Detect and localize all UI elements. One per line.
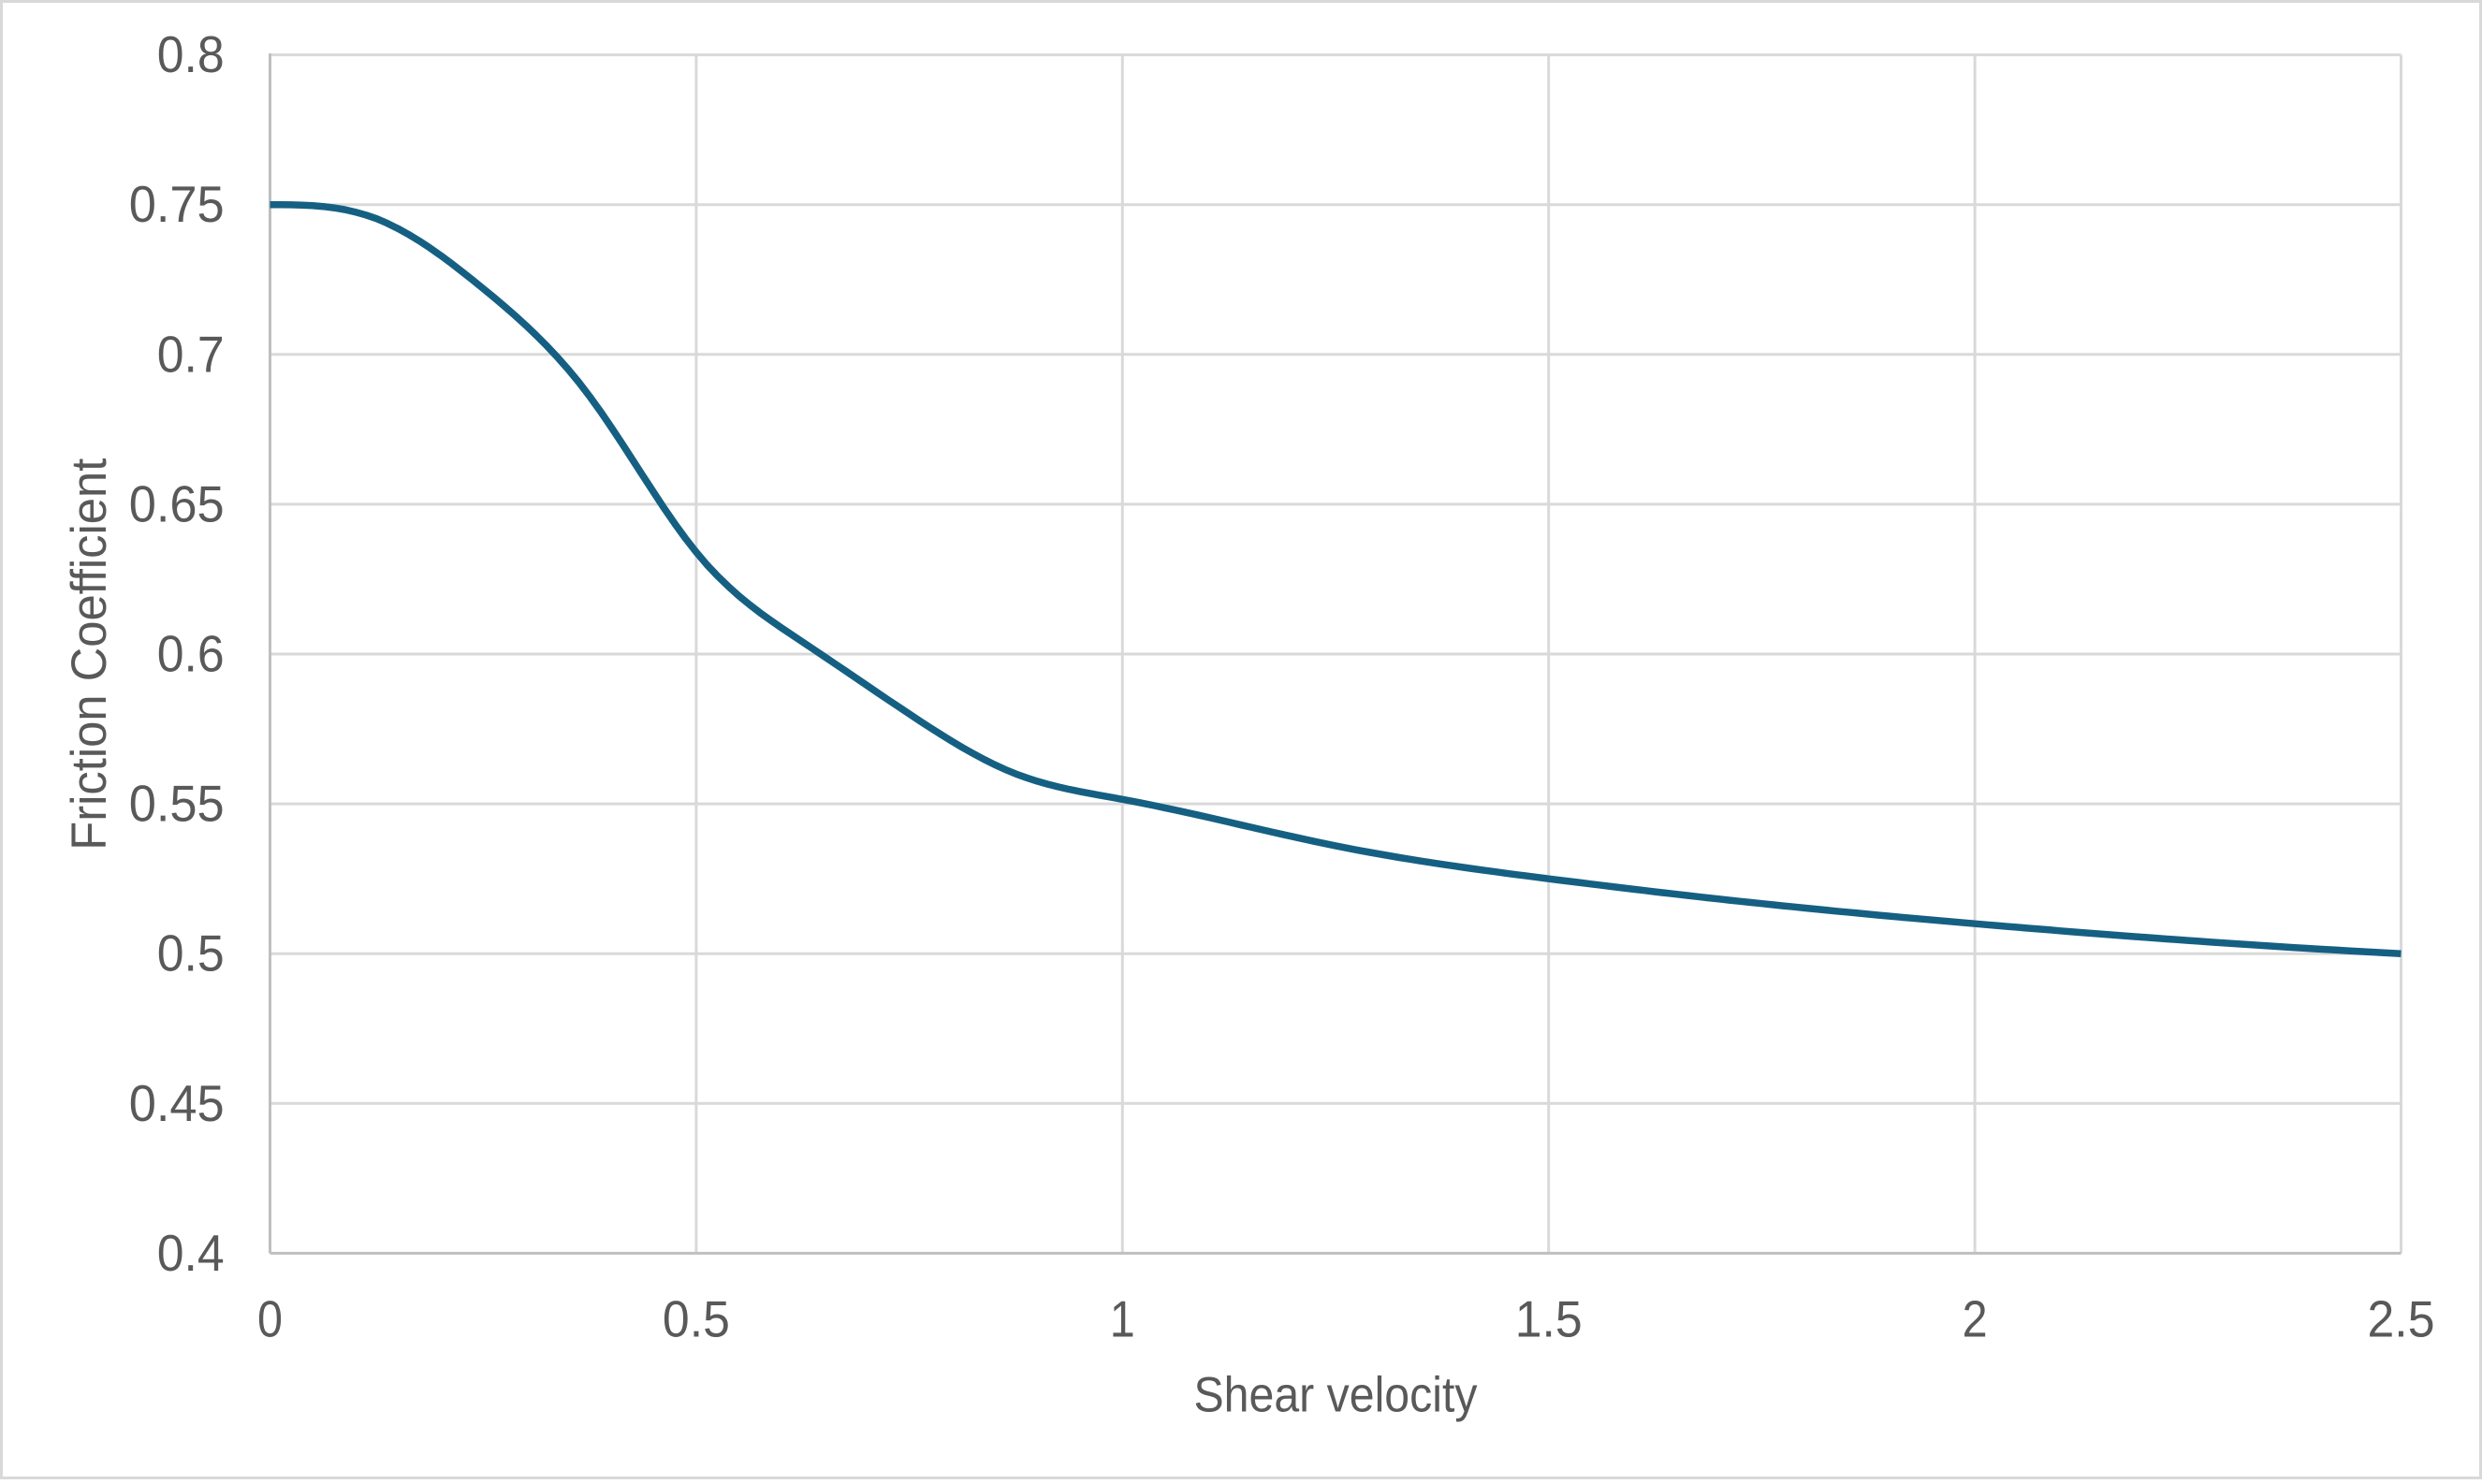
svg-text:1.5: 1.5 [1515,1290,1583,1348]
svg-text:0.4: 0.4 [157,1224,225,1282]
svg-text:2.5: 2.5 [2368,1290,2435,1348]
svg-text:0.5: 0.5 [157,924,225,982]
svg-text:2: 2 [1963,1290,1988,1348]
svg-text:0: 0 [257,1290,283,1348]
svg-text:0.7: 0.7 [157,325,225,383]
svg-text:0.75: 0.75 [129,175,225,233]
svg-text:0.55: 0.55 [129,775,225,833]
svg-text:0.45: 0.45 [129,1074,225,1132]
svg-text:1: 1 [1110,1290,1135,1348]
svg-text:0.5: 0.5 [663,1290,730,1348]
svg-text:0.6: 0.6 [157,625,225,683]
svg-text:Friction Coefficient: Friction Coefficient [62,458,117,850]
svg-text:0.65: 0.65 [129,474,225,532]
svg-text:Shear velocity: Shear velocity [1194,1368,1478,1423]
svg-text:0.8: 0.8 [157,25,225,83]
